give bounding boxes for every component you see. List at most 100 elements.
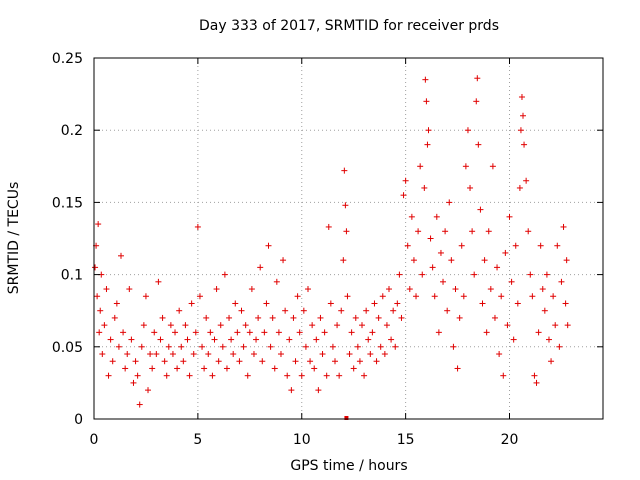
y-tick-label: 0 [74,412,83,428]
data-point [155,278,162,285]
data-point [99,351,106,358]
data-point [95,221,102,228]
data-point [379,293,386,300]
data-point [341,167,348,174]
data-point [394,300,401,307]
data-point [500,372,507,379]
data-point [531,372,538,379]
data-point [498,293,505,300]
data-point [367,351,374,358]
data-point [485,228,492,235]
data-point [506,213,513,220]
data-point [423,98,430,105]
data-point [97,307,104,314]
data-point [446,199,453,206]
data-point [564,322,571,329]
data-point [217,322,224,329]
data-point [558,278,565,285]
data-point [248,286,255,293]
data-point [413,293,420,300]
data-point [92,264,99,271]
data-point [238,307,245,314]
data-point [437,249,444,256]
data-point [550,293,557,300]
data-point [533,379,540,386]
data-point [388,336,395,343]
data-point [302,343,309,350]
data-point [261,329,268,336]
data-point [250,351,257,358]
data-point [294,293,301,300]
data-point [404,242,411,249]
data-point [523,177,530,184]
data-point [502,249,509,256]
chart-title: Day 333 of 2017, SRMTID for receiver prd… [199,18,499,34]
data-point [452,286,459,293]
data-point [508,278,515,285]
data-point [253,336,260,343]
data-point [151,329,158,336]
data-point [105,372,112,379]
data-point [422,76,429,83]
x-tick-label: 20 [501,432,519,448]
data-point [313,336,320,343]
data-point [315,387,322,394]
data-point [244,372,251,379]
data-point [165,343,172,350]
data-point [290,314,297,321]
data-point [483,329,490,336]
data-point [343,228,350,235]
data-point [489,163,496,170]
data-point [469,228,476,235]
data-point [373,358,380,365]
data-point [554,242,561,249]
data-point [496,351,503,358]
data-point [292,358,299,365]
data-point [94,293,101,300]
data-point [259,358,266,365]
data-point [107,336,114,343]
data-point [408,213,415,220]
data-point [140,322,147,329]
data-point [130,379,137,386]
data-point [269,314,276,321]
data-point [510,336,517,343]
data-point [444,307,451,314]
data-point [203,314,210,321]
data-point [246,329,253,336]
data-point [442,228,449,235]
data-point [167,322,174,329]
data-point [359,322,366,329]
data-point [163,372,170,379]
data-point [460,293,467,300]
data-point [458,242,465,249]
data-point [331,358,338,365]
data-point [352,314,359,321]
data-point [529,293,536,300]
data-point [277,351,284,358]
annotation-square-marker [344,416,349,420]
data-point [563,257,570,264]
data-point [329,343,336,350]
data-point [159,314,166,321]
annotation-markers [344,416,349,420]
x-axis-label: GPS time / hours [290,458,407,474]
data-point [462,163,469,170]
y-axis-label: SRMTID / TECUs [6,182,22,295]
data-point [454,365,461,372]
data-point [474,75,481,82]
data-point [354,343,361,350]
axis-ticks: 0 5 10 15 20 0 0.05 0.1 0.15 0.2 0.25 [52,51,603,448]
data-point [410,257,417,264]
data-point [286,336,293,343]
data-point [172,329,179,336]
data-point [284,372,291,379]
data-point [425,127,432,134]
data-point [392,343,399,350]
data-point [265,242,272,249]
data-point [421,184,428,191]
data-point [234,329,241,336]
data-point [494,264,501,271]
data-point [184,336,191,343]
data-point [257,264,264,271]
